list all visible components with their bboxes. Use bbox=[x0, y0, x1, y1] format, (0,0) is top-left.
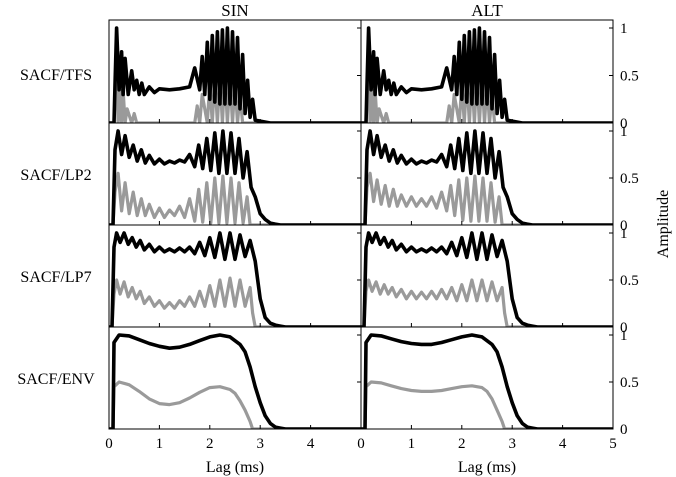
x-tick-label: 0 bbox=[105, 436, 113, 452]
y-tick-label: 0 bbox=[620, 320, 628, 336]
gray-curve bbox=[361, 380, 613, 429]
x-tick-labels: 0 1 2 3 4 0 1 2 3 4 5 bbox=[105, 436, 617, 452]
panel-sacf-env-alt bbox=[360, 326, 614, 430]
black-curve bbox=[361, 333, 613, 429]
gray-curve bbox=[109, 171, 361, 225]
black-curve bbox=[361, 129, 613, 225]
x-tick-label: 2 bbox=[458, 436, 466, 452]
row-label-env: SACF/ENV bbox=[17, 371, 95, 388]
y-tick-label: 0 bbox=[620, 422, 628, 438]
panel-sacf-lp7-sin bbox=[108, 224, 362, 328]
y-tick-label: 0.5 bbox=[620, 69, 639, 85]
panel-sacf-lp2-sin bbox=[108, 122, 362, 226]
x-tick-label: 5 bbox=[609, 436, 617, 452]
black-curve bbox=[109, 26, 361, 123]
black-curve bbox=[109, 231, 361, 327]
black-curve bbox=[109, 333, 361, 429]
row-labels: SACF/TFS SACF/LP2 SACF/LP7 SACF/ENV bbox=[17, 67, 95, 388]
y-tick-label: 1 bbox=[620, 21, 628, 37]
y-tick-label: 1 bbox=[620, 328, 628, 344]
column-titles: SIN ALT bbox=[221, 1, 503, 20]
row-label-lp2: SACF/LP2 bbox=[20, 167, 91, 184]
panel-frame bbox=[360, 224, 614, 328]
panel-frame bbox=[360, 326, 614, 430]
gray-curve bbox=[109, 380, 361, 429]
panel-sacf-lp7-alt bbox=[360, 224, 614, 328]
gray-curve bbox=[109, 276, 361, 327]
x-tick-label: 4 bbox=[307, 436, 315, 452]
y-tick-label: 1 bbox=[620, 226, 628, 242]
black-curve bbox=[361, 231, 613, 327]
y-tick-label: 1 bbox=[620, 124, 628, 140]
row-label-lp7: SACF/LP7 bbox=[20, 269, 91, 286]
panel-grid bbox=[108, 19, 614, 430]
panel-sacf-env-sin bbox=[108, 326, 362, 430]
y-tick-label: 0.5 bbox=[620, 375, 639, 391]
x-tick-label: 1 bbox=[408, 436, 416, 452]
x-tick-label: 3 bbox=[256, 436, 264, 452]
column-title-sin: SIN bbox=[221, 1, 248, 20]
gray-curve bbox=[361, 171, 613, 225]
panel-sacf-tfs-alt bbox=[360, 19, 614, 124]
x-axis-label-sin: Lag (ms) bbox=[206, 459, 264, 476]
x-tick-label: 1 bbox=[156, 436, 164, 452]
y-axis-label: Amplitude bbox=[655, 190, 672, 258]
panel-sacf-lp2-alt bbox=[360, 122, 614, 226]
x-tick-label: 0 bbox=[357, 436, 365, 452]
black-curve bbox=[361, 26, 613, 123]
panel-frame bbox=[108, 224, 362, 328]
x-tick-label: 2 bbox=[206, 436, 214, 452]
column-title-alt: ALT bbox=[471, 1, 503, 20]
y-tick-label: 0.5 bbox=[620, 171, 639, 187]
x-tick-label: 3 bbox=[508, 436, 516, 452]
panel-sacf-tfs-sin bbox=[108, 19, 362, 124]
x-axis-label-alt: Lag (ms) bbox=[458, 459, 516, 476]
y-tick-label: 0 bbox=[620, 116, 628, 132]
y-tick-label: 0.5 bbox=[620, 273, 639, 289]
row-label-tfs: SACF/TFS bbox=[20, 67, 92, 84]
y-tick-label: 0 bbox=[620, 218, 628, 234]
x-tick-label: 4 bbox=[559, 436, 567, 452]
gray-curve bbox=[361, 278, 613, 327]
black-curve bbox=[109, 129, 361, 225]
